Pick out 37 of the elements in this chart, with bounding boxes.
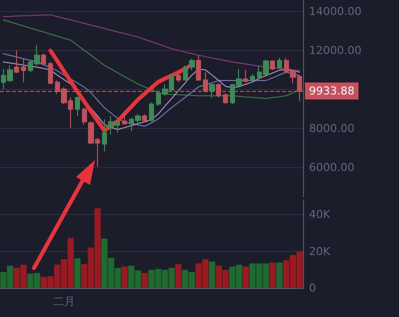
candlestick — [82, 107, 87, 125]
candlestick — [102, 118, 107, 152]
line-series — [2, 53, 300, 127]
y-tick-label: 12000.00 — [309, 44, 362, 58]
candlestick — [176, 73, 181, 83]
y-tick-label: 8000.00 — [309, 122, 354, 136]
candlestick — [270, 60, 275, 70]
candlestick — [48, 62, 53, 85]
y-tick-label: 6000.00 — [309, 161, 354, 174]
bar — [270, 262, 276, 288]
bar — [242, 266, 249, 288]
bar — [121, 266, 128, 288]
candlestick — [250, 73, 255, 83]
line-series — [2, 62, 300, 130]
candlestick — [14, 50, 19, 74]
y-tick-label: 0 — [309, 282, 316, 294]
bar — [276, 262, 283, 288]
candlestick — [75, 96, 80, 117]
y-tick-label: 40K — [309, 208, 331, 222]
y-tick-label: 14000.00 — [309, 5, 362, 18]
bar — [74, 258, 81, 288]
candlestick — [142, 114, 147, 122]
x-tick-label: 二月 — [52, 295, 75, 308]
bar — [209, 262, 216, 288]
candlestick — [149, 102, 154, 122]
ref-line-label: 9933.88 — [309, 84, 354, 98]
line-series — [2, 14, 300, 71]
candlestick — [21, 58, 26, 83]
bar — [175, 264, 182, 288]
candlestick — [243, 69, 248, 83]
candlestick — [196, 54, 201, 82]
y-tick-label: 20K — [309, 244, 331, 258]
candlestick — [277, 57, 282, 70]
bar — [142, 272, 148, 288]
candlestick — [122, 110, 127, 125]
candlestick — [41, 53, 46, 66]
candlestick — [209, 82, 215, 98]
